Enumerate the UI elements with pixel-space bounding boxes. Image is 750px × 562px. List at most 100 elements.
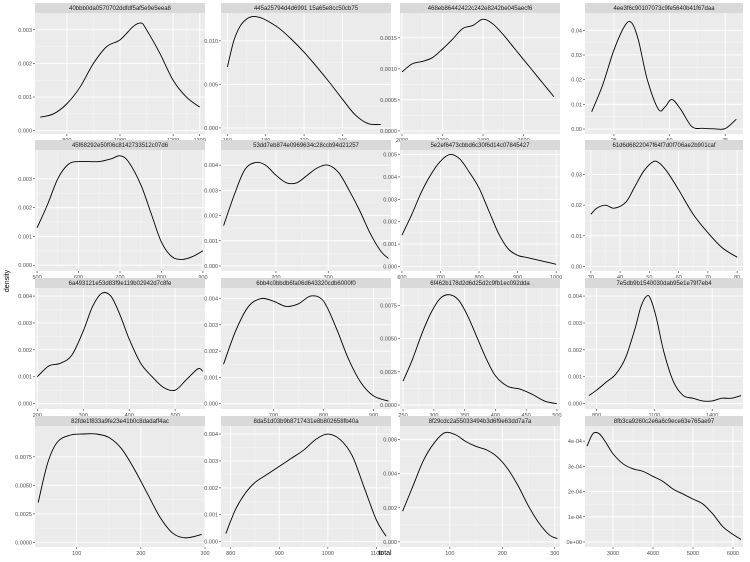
y-tick-label: 0.02	[571, 203, 582, 209]
y-tick-label: 0.003	[18, 177, 32, 183]
x-tick-label: 200	[136, 551, 145, 557]
facet-strip	[400, 278, 560, 288]
y-tick-label: 0.02	[571, 78, 582, 84]
y-tick-label: 0.002	[383, 506, 397, 512]
density-curve	[226, 15, 381, 125]
density-curve	[590, 160, 738, 258]
y-tick-label: 0.004	[18, 294, 32, 300]
x-tick-label: 200	[498, 551, 507, 557]
facet-16: 8fb3ca9260c2e6a6c9ece63e765ae97 3000 4000 5…	[567, 416, 743, 557]
facet-strip	[35, 3, 205, 13]
facet-7: 5e2ef6473cbbd6c30f6d14c07845427600700800…	[383, 140, 562, 281]
density-curve	[225, 433, 387, 537]
y-tick-label: 0.0000	[380, 403, 397, 409]
facet-9: 6a493121e53d83f9e119b02942d7c8fe20030040…	[18, 278, 205, 419]
y-tick-label: 0.000	[18, 402, 32, 408]
facet-strip-label: 6a493121e53d83f9e119b02942d7c8fe	[69, 281, 172, 287]
facet-strip-label: 4ee3f6c90107073c9fe5640b41f67daa	[613, 6, 715, 12]
facet-strip-label: 8da51d03b9b8717431e8b802658fb40a	[253, 419, 359, 425]
x-tick-label: 900	[275, 551, 284, 557]
y-tick-label: 0.000	[568, 402, 582, 408]
y-tick-label: 0.000	[204, 540, 218, 546]
facet-strip	[35, 416, 205, 426]
y-tick-label: 0.002	[18, 348, 32, 354]
y-tick-label: 0.002	[204, 486, 218, 492]
density-curve	[586, 431, 742, 540]
facet-14: 8da51d03b9b8717431e8b802658fb40a 800 900 10…	[204, 416, 391, 557]
facet-strip	[221, 3, 391, 13]
x-axis-title: total	[378, 550, 392, 557]
facet-11: 6f462b178d2d6d25d2c9fb1ec092dda250300350…	[380, 278, 562, 419]
y-tick-label: 4e-04	[568, 439, 582, 445]
facet-15: 8f29cdc2a55033494b3d6f9e63dd7a7a 100 200 30…	[383, 416, 560, 557]
x-tick-label: 100	[445, 551, 454, 557]
x-tick-label: 300	[200, 551, 209, 557]
facet-10: 6bb4c0bbdb6fa06d643320cdb6000f0700800900…	[204, 278, 391, 419]
y-tick-label: 0.003	[568, 321, 582, 327]
y-tick-label: 0.004	[383, 175, 397, 181]
y-axis-title: density	[4, 269, 11, 292]
density-curve	[591, 20, 737, 130]
x-tick-label: 100	[72, 551, 81, 557]
y-tick-label: 0.005	[383, 152, 397, 158]
y-tick-label: 0.001	[18, 95, 32, 101]
panel-background	[400, 13, 560, 134]
y-tick-label: 0.002	[204, 349, 218, 355]
y-tick-label: 0.004	[204, 432, 218, 438]
facet-strip-label: 45f68292e50f06c8142733512c07d6	[72, 143, 169, 149]
facet-2: 445a25794d4d6991 15a65e8cc50cb7515018021…	[204, 3, 391, 144]
y-tick-label: 0.0000	[15, 540, 32, 546]
x-tick-label: 3000	[607, 551, 619, 557]
y-tick-label: 0.0005	[380, 98, 397, 104]
y-tick-label: 0.001	[568, 375, 582, 381]
facet-strip-label: 8f29cdc2a55033494b3d6f9e63dd7a7a	[429, 419, 532, 425]
facet-strip	[400, 3, 560, 13]
density-curve	[36, 292, 204, 392]
facet-3: 468eb86442422c242e8242be045aecf620002200…	[380, 3, 560, 144]
y-tick-label: 0.003	[18, 28, 32, 34]
y-tick-label: 0.000	[383, 540, 397, 546]
y-tick-label: 0.0000	[380, 129, 397, 135]
facet-strip	[221, 140, 391, 150]
density-curve	[401, 18, 555, 98]
y-tick-label: 0.000	[204, 264, 218, 270]
facet-strip	[585, 278, 743, 288]
facet-strip-label: 40bbb0da0570702ddfdf5af5e9e5eea8	[69, 6, 171, 12]
y-tick-label: 0.001	[204, 375, 218, 381]
y-tick-label: 0.002	[18, 206, 32, 212]
density-curve	[402, 294, 558, 405]
panel-background	[585, 13, 743, 134]
y-tick-label: 0.002	[18, 61, 32, 67]
y-tick-label: 0.03	[571, 173, 582, 179]
y-tick-label: 0.003	[204, 323, 218, 329]
facet-strip-label: 82fde1f833a9fe23e41b0c8dadaff4ac	[71, 419, 169, 425]
facet-strip-label: 8fb3ca9260c2e6a6c9ece63e765ae97	[614, 419, 715, 425]
x-tick-label: 300	[550, 551, 559, 557]
y-tick-label: 0.04	[571, 28, 582, 34]
y-tick-label: 0.01	[571, 102, 582, 108]
y-tick-label: 0.0010	[380, 67, 397, 73]
y-tick-label: 2e-04	[568, 490, 582, 496]
x-tick-label: 4000	[647, 551, 659, 557]
y-tick-label: 0.0015	[380, 36, 397, 42]
y-tick-label: 0.003	[383, 197, 397, 203]
facet-strip	[585, 416, 743, 426]
facet-strip	[400, 140, 560, 150]
y-tick-label: 0.005	[204, 82, 218, 88]
y-tick-label: 0.004	[204, 163, 218, 169]
y-tick-label: 0.03	[571, 53, 582, 59]
facet-8: 61d6d6822047f64f7d0f706ae2b901caf3040506…	[571, 140, 743, 281]
y-tick-label: 0.002	[204, 214, 218, 220]
y-tick-label: 3e-04	[568, 464, 582, 470]
y-tick-label: 0.001	[18, 375, 32, 381]
density-curve	[223, 161, 389, 259]
x-tick-label: 1100	[371, 551, 383, 557]
facet-4: 4ee3f6c90107073c9fe5640b41f67daa2550750.…	[571, 3, 743, 144]
y-tick-label: 0.0025	[15, 512, 32, 518]
facet-strip	[585, 3, 743, 13]
facet-13: 82fde1f833a9fe23e41b0c8dadaff4ac 100 200 30…	[15, 416, 210, 557]
y-tick-label: 0.003	[204, 188, 218, 194]
y-tick-label: 0.002	[383, 220, 397, 226]
facet-strip	[221, 416, 391, 426]
